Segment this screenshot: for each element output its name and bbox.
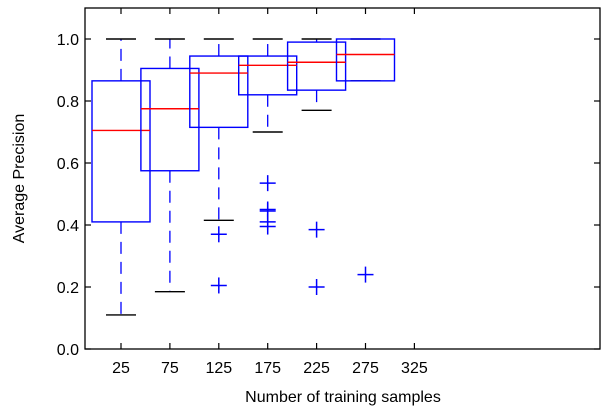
axis-ticks: 25 75 125 175 225 275 325 0.0 0.2 0.4 0.6 0.8 1.0 xyxy=(57,8,600,377)
y-tick-label: 0.0 xyxy=(57,342,79,359)
y-tick-label: 0.6 xyxy=(57,156,79,173)
y-axis-label: Average Precision xyxy=(11,114,28,244)
x-tick-label: 225 xyxy=(303,360,330,377)
plot-frame xyxy=(84,7,601,350)
box xyxy=(91,80,151,223)
outlier-marker xyxy=(259,175,276,192)
x-tick-label: 25 xyxy=(112,360,130,377)
outlier-marker xyxy=(308,221,325,238)
x-tick-label: 275 xyxy=(352,360,379,377)
outlier-marker xyxy=(210,277,227,294)
y-tick-label: 0.2 xyxy=(57,280,79,297)
x-tick-label: 325 xyxy=(401,360,428,377)
outlier-marker xyxy=(210,226,227,243)
box xyxy=(140,67,200,172)
outlier-marker xyxy=(308,279,325,295)
box xyxy=(237,55,298,96)
x-tick-label: 175 xyxy=(254,360,281,377)
box-group xyxy=(335,38,396,283)
y-tick-label: 1.0 xyxy=(57,32,79,49)
outlier-marker xyxy=(357,266,374,283)
plot-area xyxy=(91,38,396,316)
x-tick-label: 75 xyxy=(161,360,179,377)
box xyxy=(189,55,249,129)
box xyxy=(286,41,347,91)
y-tick-label: 0.8 xyxy=(57,94,79,111)
x-axis-label: Number of training samples xyxy=(245,389,441,406)
outlier-marker xyxy=(259,218,276,235)
y-tick-label: 0.4 xyxy=(57,218,79,235)
x-tick-label: 125 xyxy=(205,360,232,377)
box xyxy=(335,38,396,82)
